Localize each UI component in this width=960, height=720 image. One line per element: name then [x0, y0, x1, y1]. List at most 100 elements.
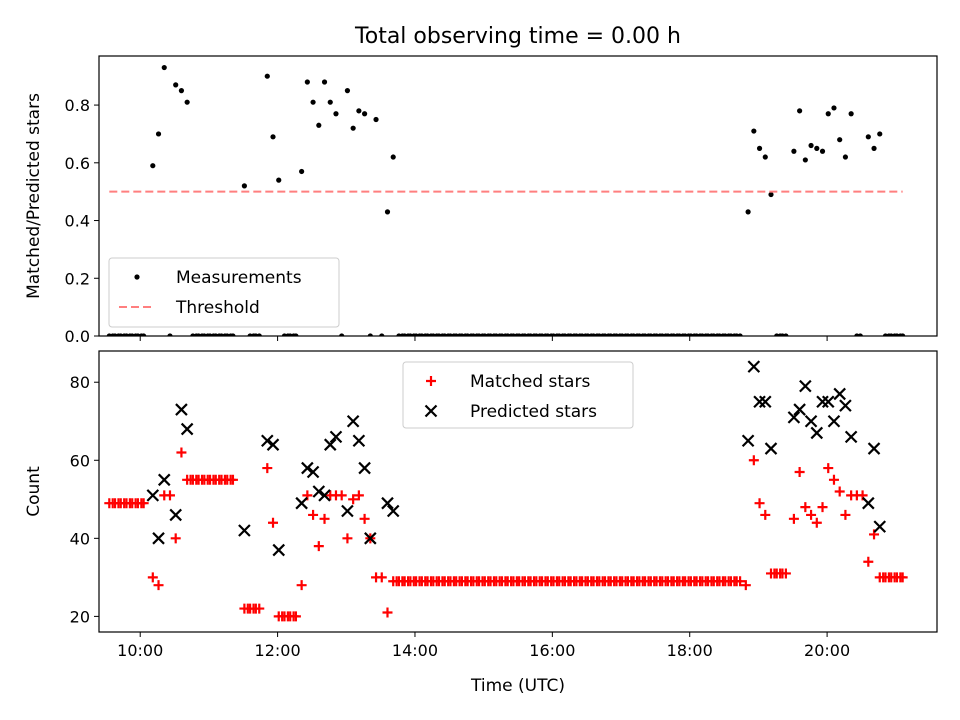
predicted-stars-point — [238, 524, 251, 537]
predicted-stars-point — [764, 442, 778, 455]
predicted-stars-point — [329, 430, 343, 444]
x-tick-label: 20:00 — [804, 641, 850, 660]
measurements-point — [848, 111, 854, 117]
measurements-point — [768, 191, 774, 198]
measurements-point — [825, 111, 831, 117]
matched-stars-point — [788, 513, 799, 524]
top-panel: 0.0 0.2 0.4 0.6 0.8 Total observing time = 0.… — [24, 24, 938, 346]
chart-title: Total observing time = 0.00 h — [354, 24, 681, 49]
predicted-stars-point — [381, 496, 394, 510]
legend-measurements-swatch — [134, 274, 140, 280]
predicted-stars-point — [862, 496, 875, 510]
legend-matched-stars-label: Matched stars — [470, 372, 590, 392]
y-tick-label: 60 — [70, 451, 90, 470]
plot-frame — [98, 55, 938, 337]
predicted-stars-point — [152, 532, 165, 545]
predicted-stars-point — [266, 438, 280, 451]
legend-measurements-label: Measurements — [176, 268, 302, 288]
measurements-point — [808, 142, 814, 149]
measurements-point — [293, 333, 299, 336]
predicted-stars-point — [799, 379, 812, 393]
measurements-point — [150, 163, 156, 169]
x-tick-label: 14:00 — [392, 641, 438, 660]
matched-stars-point — [268, 517, 279, 528]
legend-box — [108, 257, 340, 328]
measurements-point — [871, 145, 877, 151]
measurements-point — [161, 64, 167, 71]
matched-stars-point — [348, 494, 359, 505]
y-axis-label: Count — [24, 466, 44, 517]
measurements-point — [900, 333, 906, 336]
legend-box — [402, 361, 634, 429]
y-tick-label: 20 — [70, 607, 90, 626]
matched-stars-point — [138, 498, 149, 509]
data-layer — [106, 64, 906, 336]
measurements-point — [819, 148, 826, 154]
matched-stars-point — [735, 576, 746, 587]
matched-stars-point — [296, 580, 307, 591]
measurements-point — [141, 333, 147, 336]
predicted-stars-point — [261, 434, 274, 448]
legend: Matched stars Predicted stars — [402, 361, 634, 429]
matched-stars-point — [227, 474, 238, 485]
matched-stars-point — [863, 556, 874, 567]
measurements-point — [745, 209, 751, 215]
legend-predicted-stars-swatch — [424, 404, 438, 418]
matched-stars-point — [748, 455, 759, 466]
matched-stars-point — [754, 498, 765, 509]
measurements-point — [256, 333, 262, 336]
matched-stars-point — [170, 533, 181, 544]
predicted-stars-point — [844, 430, 858, 444]
measurements-point — [333, 111, 339, 117]
predicted-stars-point — [827, 414, 841, 428]
measurements-point — [802, 157, 808, 163]
x-tick-label: 12:00 — [255, 641, 301, 660]
matched-stars-point — [176, 447, 187, 458]
measurements-point — [791, 148, 797, 154]
y-axis-label: Matched/Predicted stars — [24, 93, 44, 299]
bottom-panel: 20 40 60 80 10:00 12:00 14:00 16:00 18:00 20:00 Co… — [24, 350, 938, 696]
predicted-stars-point — [312, 485, 326, 498]
matched-stars-point — [834, 486, 845, 497]
measurements-point — [339, 333, 345, 336]
predicted-stars-point — [301, 461, 314, 475]
measurements-point — [865, 134, 871, 140]
predicted-stars-point — [753, 395, 766, 409]
measurements-point — [276, 177, 282, 183]
predicted-stars-point — [804, 414, 818, 428]
matched-stars-point — [382, 607, 393, 618]
predicted-stars-point — [821, 395, 835, 409]
predicted-stars-point — [358, 461, 371, 475]
measurements-point — [264, 73, 270, 79]
measurements-point — [184, 99, 190, 105]
measurements-point — [304, 79, 310, 85]
predicted-stars-point — [833, 387, 846, 401]
predicted-stars-point — [747, 360, 761, 373]
predicted-stars-point — [295, 496, 308, 510]
matched-stars-point — [254, 603, 265, 614]
predicted-stars-point — [364, 532, 377, 545]
measurements-point — [173, 82, 179, 88]
measurements-point — [814, 145, 820, 151]
predicted-stars-point — [318, 489, 331, 502]
predicted-stars-point — [867, 442, 881, 455]
matched-stars-point — [342, 533, 353, 544]
measurements-point — [877, 131, 883, 137]
measurements-point — [831, 105, 837, 111]
measurements-point — [241, 183, 247, 189]
predicted-stars-point — [272, 543, 286, 557]
legend-predicted-stars-label: Predicted stars — [470, 402, 597, 422]
measurements-point — [230, 333, 236, 336]
measurements-point — [367, 333, 373, 336]
predicted-stars-point — [793, 403, 806, 416]
measurements-point — [310, 99, 316, 105]
predicted-stars-point — [169, 508, 182, 522]
matched-stars-point — [336, 490, 347, 501]
matched-stars-point — [262, 463, 273, 474]
predicted-stars-point — [306, 465, 320, 479]
measurements-point — [327, 99, 333, 105]
measurements-point — [361, 111, 368, 117]
matched-stars-point — [806, 509, 817, 520]
matched-stars-point — [153, 580, 164, 591]
measurements-point — [373, 116, 379, 123]
